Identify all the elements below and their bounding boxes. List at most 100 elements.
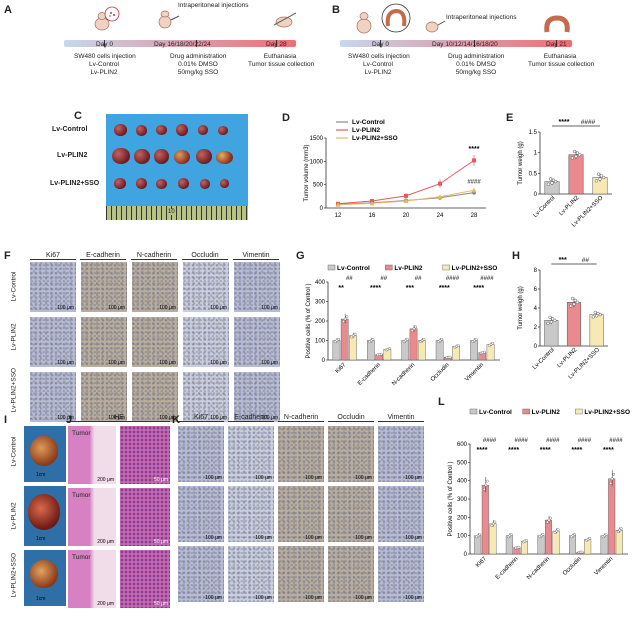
tumor-photo: 1cm	[24, 426, 66, 482]
micrograph-tile: 100 μm	[228, 426, 274, 482]
micrograph-tile: 100 μm	[234, 262, 280, 312]
legend-label: Lv-PLIN2+SSO	[452, 265, 498, 272]
data-point	[596, 311, 600, 316]
data-point	[612, 472, 616, 476]
bar	[470, 340, 478, 361]
data-point	[551, 178, 556, 182]
significance-marker: ####	[515, 438, 529, 444]
y-tick-label: 500	[313, 183, 324, 189]
data-point	[572, 149, 577, 154]
data-point	[570, 296, 575, 301]
data-point	[484, 483, 488, 487]
x-tick-label: N-cadherin	[526, 556, 551, 581]
he-tile-low: Tumor 200 μm	[68, 550, 116, 608]
data-point	[525, 538, 528, 542]
data-point	[547, 518, 551, 522]
col-header: N-cadherin	[278, 414, 324, 422]
data-point	[410, 329, 414, 333]
y-tick-label: 1000	[310, 159, 324, 165]
micrograph-tile: 100 μm	[81, 317, 127, 367]
bar	[383, 349, 392, 361]
micrograph-tile: 100 μm	[234, 372, 280, 422]
bar	[401, 340, 410, 361]
bar	[545, 519, 552, 555]
col-header: Occludin	[182, 252, 228, 260]
bar	[520, 540, 528, 555]
bar	[332, 340, 341, 361]
data-point	[574, 154, 578, 159]
y-tick-label: 100	[315, 339, 326, 345]
significance-marker: ****	[603, 447, 614, 454]
legend-swatch	[327, 264, 336, 271]
data-point	[551, 317, 555, 321]
data-point	[491, 342, 495, 345]
panel-label-b: B	[332, 4, 340, 16]
micrograph-tile: 100 μm	[132, 372, 178, 422]
data-point	[342, 320, 345, 323]
y-tick-label: 1.5	[529, 130, 538, 136]
legend-swatch	[522, 408, 530, 415]
bar	[474, 535, 482, 555]
bar	[452, 346, 460, 361]
tumor-photo: 10	[106, 114, 248, 220]
bar	[589, 314, 604, 347]
mouse-with-syringe-icon	[94, 6, 120, 31]
data-point	[572, 302, 576, 306]
timeline-tick	[380, 40, 381, 47]
x-tick-label: E-cadherin	[495, 556, 520, 581]
timeline-note: Euthanasia Tumor tissue collection	[248, 53, 315, 68]
panel-label-e: E	[506, 112, 514, 124]
significance-marker: ****	[439, 285, 450, 292]
panel-label-d: D	[282, 112, 290, 124]
panel-label-h: H	[512, 250, 520, 262]
row-label: Lv-PLIN2+SSO	[50, 180, 100, 187]
data-point	[546, 520, 549, 524]
significance-marker: ***	[406, 285, 414, 292]
bar	[481, 485, 489, 555]
row-label: Lv-Control	[52, 126, 88, 133]
y-axis-label: Tumor weigh (g)	[518, 286, 524, 329]
data-point	[596, 172, 601, 176]
bar	[537, 535, 545, 555]
bar	[505, 535, 513, 555]
legend-label: Lv-Control	[479, 409, 512, 416]
y-tick-label: 200	[457, 515, 468, 521]
injection-label-b: Intraperitoneal injections	[446, 14, 517, 21]
data-point	[379, 352, 383, 356]
x-tick-label: 20	[403, 213, 410, 219]
data-point	[575, 300, 580, 304]
panel-label-g: G	[296, 250, 305, 262]
significance-marker: ####	[483, 438, 497, 444]
micrograph-tile: 100 μm	[234, 317, 280, 367]
significance-marker: ####	[546, 438, 560, 444]
data-point	[422, 337, 426, 341]
col-header: Ki67	[178, 414, 224, 422]
col-header: E-cadherin	[80, 252, 126, 260]
y-tick-label: 300	[457, 497, 468, 503]
y-tick-label: 300	[315, 300, 326, 306]
data-point	[345, 315, 349, 318]
micrograph-tile: 100 μm	[132, 262, 178, 312]
he-tile-high: 50 μm	[120, 550, 170, 608]
bar	[615, 529, 623, 555]
data-point	[541, 533, 545, 536]
row-label: Lv-PLIN2	[57, 152, 88, 159]
legend-swatch	[385, 264, 393, 271]
x-tick-label: Lv-Control	[532, 347, 556, 371]
x-tick-label: E-cadherin	[357, 362, 382, 387]
significance-marker: ****	[540, 447, 551, 454]
row-label: Lv-PLIN2+SSO	[10, 552, 18, 598]
significance-marker: ****	[508, 447, 519, 454]
colon-icon	[544, 15, 570, 33]
x-tick-label: Lv-PLIN2	[558, 195, 580, 217]
timeline-note: Drug administration 0.01% DMSO 50mg/kg SSO	[170, 53, 227, 76]
significance-marker: ****	[571, 447, 582, 454]
x-tick-label: 16	[369, 213, 376, 219]
data-point	[414, 325, 418, 329]
data-point	[577, 153, 582, 157]
bar	[566, 302, 582, 347]
col-header: N-cadherin	[131, 252, 177, 260]
data-point	[335, 202, 341, 207]
mouse-icon	[425, 20, 446, 33]
